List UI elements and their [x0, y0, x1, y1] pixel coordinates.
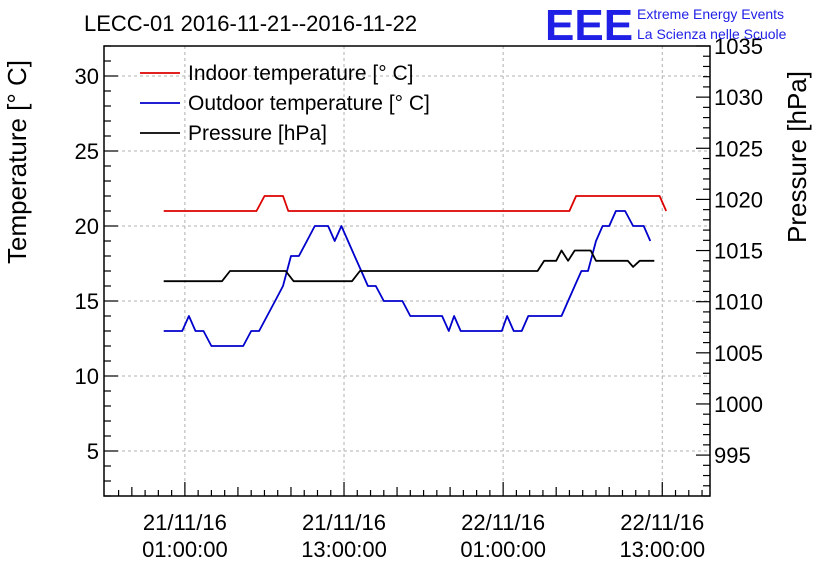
right-axis-title: Pressure [hPa] [782, 71, 812, 243]
right-tick-label: 1035 [714, 34, 763, 59]
eee-logo: EEE Extreme Energy Events La Scienza nel… [545, 1, 787, 50]
series-layer [163, 195, 668, 347]
left-tick-label: 20 [75, 214, 99, 239]
right-tick-label: 1010 [714, 290, 763, 315]
left-tick-label: 10 [75, 364, 99, 389]
eee-logo-mark: EEE [545, 1, 633, 50]
left-tick-label: 30 [75, 64, 99, 89]
x-tick-label-time: 13:00:00 [619, 537, 705, 562]
series-line-0 [163, 195, 668, 212]
right-tick-label: 1025 [714, 136, 763, 161]
left-tick-label: 25 [75, 139, 99, 164]
legend-label-0: Indoor temperature [° C] [188, 62, 414, 85]
left-tick-label: 15 [75, 289, 99, 314]
legend-label-2: Pressure [hPa] [188, 122, 327, 145]
legend: Indoor temperature [° C] Outdoor temperat… [140, 62, 430, 145]
x-tick-label-date: 22/11/16 [461, 510, 545, 535]
x-tick-label-date: 21/11/16 [143, 510, 227, 535]
left-axis-title: Temperature [° C] [2, 60, 32, 264]
right-tick-label: 1020 [714, 187, 763, 212]
right-tick-label: 1030 [714, 85, 763, 110]
right-tick-label: 1005 [714, 341, 763, 366]
logo-line-1: Extreme Energy Events [637, 6, 784, 22]
right-tick-label: 995 [714, 443, 751, 468]
left-axis: 5 10 15 20 25 30 [75, 45, 118, 497]
x-tick-label-time: 01:00:00 [460, 537, 546, 562]
logo-line-2: La Scienza nelle Scuole [637, 26, 787, 42]
x-axis: 21/11/1601:00:0021/11/1613:00:0022/11/16… [117, 482, 705, 562]
chart-title: LECC-01 2016-11-21--2016-11-22 [84, 11, 417, 36]
x-tick-label-date: 21/11/16 [302, 510, 386, 535]
left-tick-label: 5 [87, 439, 99, 464]
right-tick-label: 1000 [714, 392, 763, 417]
x-tick-label-date: 22/11/16 [620, 510, 704, 535]
series-line-2 [163, 249, 655, 283]
right-tick-label: 1015 [714, 239, 763, 264]
legend-label-1: Outdoor temperature [° C] [188, 92, 430, 115]
x-tick-label-time: 13:00:00 [301, 537, 387, 562]
right-axis: 995 1000 1005 1010 1015 1020 1025 1030 1035 [696, 34, 763, 497]
x-tick-label-time: 01:00:00 [142, 537, 228, 562]
series-line-1 [163, 210, 652, 347]
